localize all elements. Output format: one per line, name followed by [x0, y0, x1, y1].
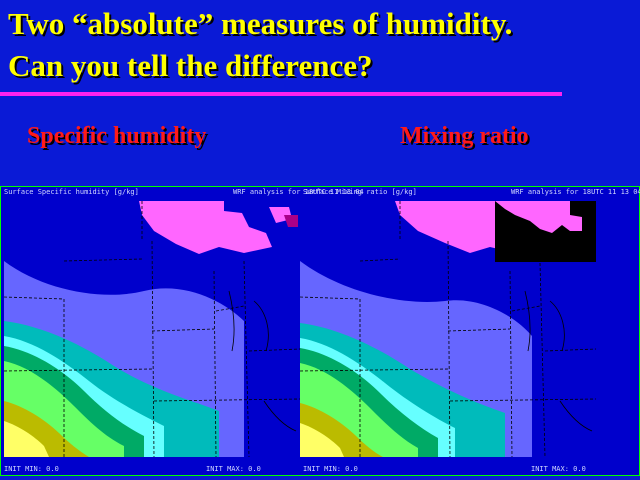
title-divider: [0, 92, 562, 96]
panel-2-footer-min: INIT MIN: 0.0: [303, 465, 358, 473]
panel-2-header-label: Surface Mixing ratio [g/kg]: [303, 188, 417, 196]
panel-1-header-label: Surface Specific humidity [g/kg]: [4, 188, 139, 196]
specific-humidity-map: [4, 201, 300, 457]
panel-2-header-time: WRF analysis for 18UTC 11 13 04: [511, 188, 640, 196]
subtitle-mixing-ratio: Mixing ratio: [400, 123, 529, 149]
subtitle-specific-humidity: Specific humidity: [27, 123, 207, 149]
mixing-ratio-map: [300, 201, 596, 457]
specific-humidity-contour-map: [4, 201, 300, 457]
mixing-ratio-contour-map: [300, 201, 596, 457]
panel-1-footer-min: INIT MIN: 0.0: [4, 465, 59, 473]
panel-1-header-time: WRF analysis for 18UTC 11 13 04: [233, 188, 364, 196]
slide-title-line-1: Two “absolute” measures of humidity.: [8, 6, 513, 41]
map-comparison-band: Surface Specific humidity [g/kg] WRF ana…: [0, 186, 640, 476]
panel-2-footer-max: INIT MAX: 0.0: [531, 465, 586, 473]
slide-title-line-2: Can you tell the difference?: [8, 48, 373, 83]
panel-1-footer-max: INIT MAX: 0.0: [206, 465, 261, 473]
